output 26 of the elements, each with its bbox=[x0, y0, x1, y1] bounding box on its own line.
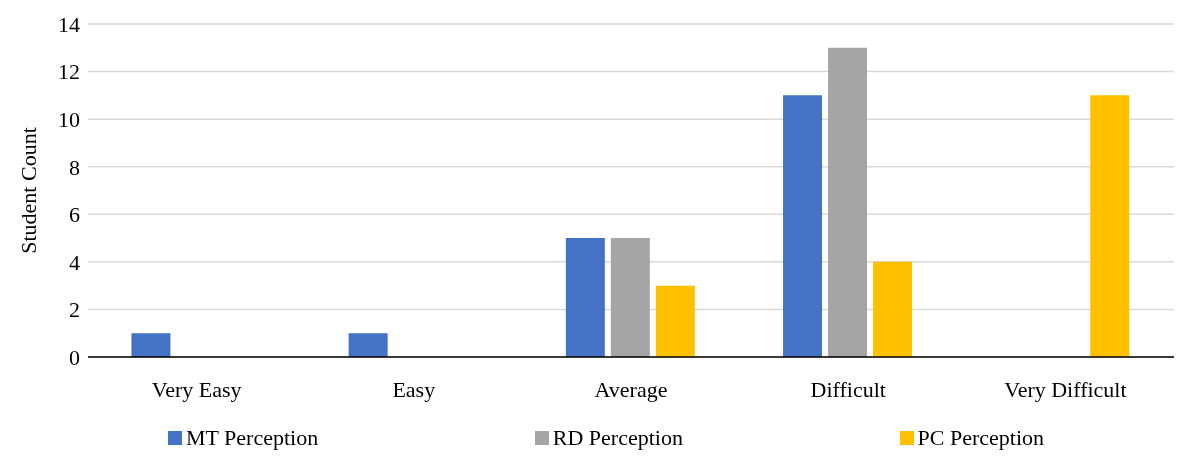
legend-label: RD Perception bbox=[551, 425, 683, 451]
bar bbox=[565, 238, 605, 357]
y-tick-label: 0 bbox=[69, 344, 80, 370]
bar bbox=[610, 238, 650, 357]
y-tick-label: 4 bbox=[69, 249, 80, 275]
legend-label: PC Perception bbox=[916, 425, 1044, 451]
bar bbox=[348, 333, 388, 357]
x-tick-label: Difficult bbox=[810, 376, 886, 402]
bar bbox=[131, 333, 171, 357]
y-tick-label: 2 bbox=[69, 297, 80, 323]
bar bbox=[1090, 95, 1130, 357]
bar bbox=[873, 261, 913, 357]
y-tick-label: 12 bbox=[58, 59, 80, 85]
bar bbox=[783, 95, 823, 357]
bar bbox=[655, 285, 695, 357]
y-tick-label: 10 bbox=[58, 106, 80, 132]
y-tick-label: 6 bbox=[69, 202, 80, 228]
legend-label: MT Perception bbox=[185, 425, 319, 451]
y-tick-label: 14 bbox=[58, 11, 80, 37]
bar bbox=[828, 47, 868, 357]
x-tick-label: Easy bbox=[392, 376, 436, 402]
y-axis-title: Student Count bbox=[15, 127, 41, 254]
x-tick-label: Very Difficult bbox=[1004, 376, 1127, 402]
x-tick-label: Average bbox=[594, 376, 668, 402]
y-tick-label: 8 bbox=[69, 154, 80, 180]
x-tick-label: Very Easy bbox=[151, 376, 242, 402]
